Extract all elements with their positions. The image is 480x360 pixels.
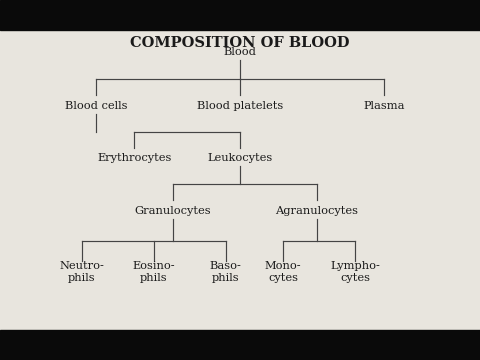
Text: Neutro-
phils: Neutro- phils [59, 261, 104, 283]
Text: Agranulocytes: Agranulocytes [276, 206, 358, 216]
Bar [0, 330, 480, 360]
Text: Erythrocytes: Erythrocytes [97, 153, 171, 163]
Text: Blood cells: Blood cells [65, 101, 127, 111]
Text: Granulocytes: Granulocytes [134, 206, 211, 216]
Text: Eosino-
phils: Eosino- phils [132, 261, 175, 283]
Text: COMPOSITION OF BLOOD: COMPOSITION OF BLOOD [130, 36, 350, 50]
Text: Plasma: Plasma [363, 101, 405, 111]
Text: Lympho-
cytes: Lympho- cytes [330, 261, 380, 283]
Bar [0, 0, 480, 30]
Text: Blood: Blood [224, 47, 256, 57]
Text: Leukocytes: Leukocytes [207, 153, 273, 163]
Text: Mono-
cytes: Mono- cytes [265, 261, 301, 283]
Text: Baso-
phils: Baso- phils [210, 261, 241, 283]
Text: Blood platelets: Blood platelets [197, 101, 283, 111]
